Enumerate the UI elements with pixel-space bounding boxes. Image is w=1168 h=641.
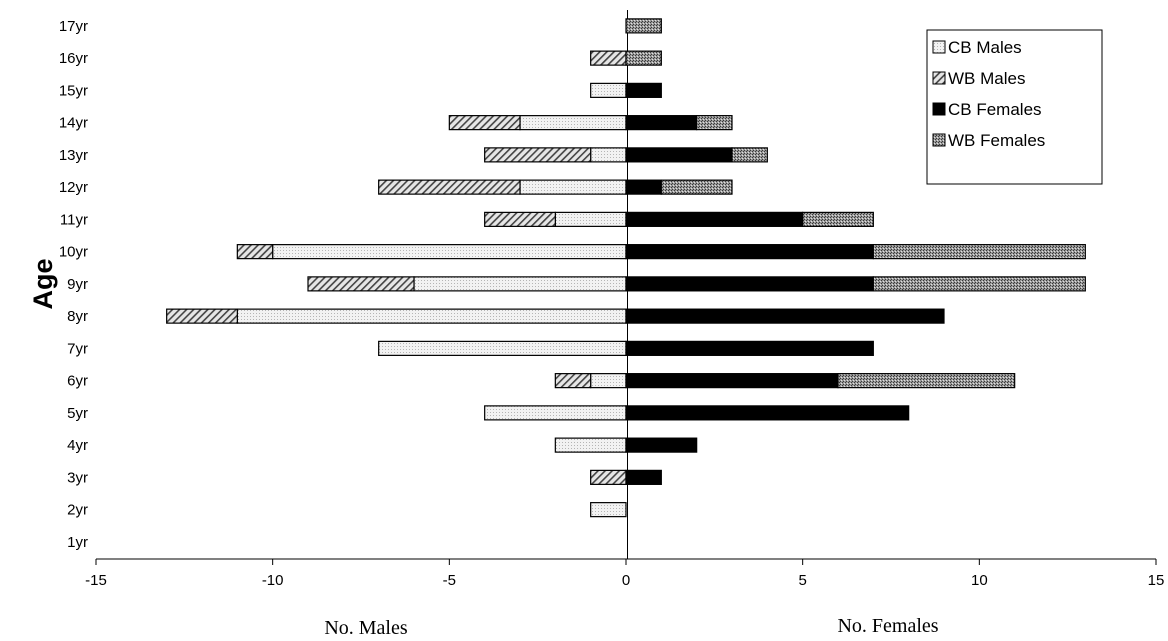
bar-cb-females-3yr bbox=[625, 469, 662, 485]
bar-cb-females-11yr bbox=[625, 211, 804, 227]
legend-label-wb-males: WB Males bbox=[948, 69, 1025, 88]
y-tick-label-16yr: 16yr bbox=[59, 50, 88, 67]
bar-cb-females-6yr bbox=[625, 373, 839, 389]
y-tick-label-4yr: 4yr bbox=[67, 437, 88, 454]
legend: CB Males WB Males CB Females WB Females bbox=[926, 29, 1103, 185]
bar-cb-females-14yr bbox=[625, 115, 698, 131]
bar-cb-females-15yr bbox=[625, 82, 662, 98]
bar-wb-males-14yr bbox=[448, 115, 521, 131]
bar-cb-females-12yr bbox=[625, 179, 662, 195]
bar-wb-females-6yr bbox=[837, 373, 1016, 389]
bar-cb-males-2yr bbox=[590, 502, 627, 518]
bar-cb-males-12yr bbox=[519, 179, 627, 195]
bar-wb-males-16yr bbox=[590, 50, 627, 66]
bar-cb-males-4yr bbox=[554, 437, 627, 453]
y-tick-label-3yr: 3yr bbox=[67, 469, 88, 486]
x-tick-label-5: 5 bbox=[798, 572, 806, 589]
bar-wb-females-10yr bbox=[872, 244, 1086, 260]
y-axis-label: Age bbox=[28, 258, 58, 309]
bar-cb-females-13yr bbox=[625, 147, 733, 163]
x-tick-label--15: -15 bbox=[85, 572, 107, 589]
bar-cb-males-11yr bbox=[554, 211, 627, 227]
bar-cb-males-10yr bbox=[272, 244, 627, 260]
bar-cb-males-13yr bbox=[590, 147, 627, 163]
bar-wb-males-6yr bbox=[554, 373, 592, 389]
bar-wb-males-11yr bbox=[484, 211, 556, 227]
bar-cb-males-6yr bbox=[590, 373, 627, 389]
x-axis-label-left: No. Males bbox=[324, 617, 408, 639]
bars-group bbox=[166, 18, 1086, 518]
bar-wb-males-3yr bbox=[590, 469, 627, 485]
y-tick-label-9yr: 9yr bbox=[67, 276, 88, 293]
y-tick-label-17yr: 17yr bbox=[59, 18, 88, 35]
bar-wb-females-11yr bbox=[802, 211, 874, 227]
bar-cb-males-5yr bbox=[484, 405, 627, 421]
bar-cb-females-10yr bbox=[625, 244, 874, 260]
y-tick-label-15yr: 15yr bbox=[59, 82, 88, 99]
legend-label-cb-females: CB Females bbox=[948, 100, 1042, 119]
x-tick-label-0: 0 bbox=[622, 572, 630, 589]
x-axis-label-right: No. Females bbox=[837, 615, 938, 637]
y-tick-label-11yr: 11yr bbox=[60, 211, 88, 228]
y-tick-label-12yr: 12yr bbox=[59, 179, 88, 196]
y-tick-label-6yr: 6yr bbox=[67, 373, 88, 390]
x-tick-labels: -15 -10 -5 0 5 10 15 bbox=[85, 559, 1164, 589]
bar-cb-females-5yr bbox=[625, 405, 910, 421]
bar-wb-females-9yr bbox=[872, 276, 1086, 292]
bar-cb-males-7yr bbox=[378, 340, 627, 356]
bar-wb-females-12yr bbox=[660, 179, 733, 195]
legend-swatch-wb-males bbox=[932, 71, 946, 85]
y-tick-label-2yr: 2yr bbox=[67, 502, 88, 519]
bar-cb-males-14yr bbox=[519, 115, 627, 131]
bar-wb-males-13yr bbox=[484, 147, 592, 163]
y-tick-labels: 1yr 2yr 3yr 4yr 5yr 6yr 7yr 8yr 9yr 10yr 11yr 12yr 1… bbox=[59, 18, 88, 551]
legend-swatch-cb-males bbox=[932, 40, 946, 54]
bar-wb-females-14yr bbox=[696, 115, 733, 131]
legend-box bbox=[926, 29, 1103, 185]
bar-wb-males-9yr bbox=[307, 276, 415, 292]
y-tick-label-10yr: 10yr bbox=[59, 244, 88, 261]
y-tick-label-13yr: 13yr bbox=[59, 147, 88, 164]
bar-wb-females-16yr bbox=[625, 50, 662, 66]
y-tick-label-7yr: 7yr bbox=[67, 340, 88, 357]
bar-cb-females-8yr bbox=[625, 308, 945, 324]
bar-cb-males-9yr bbox=[413, 276, 627, 292]
bar-wb-females-13yr bbox=[731, 147, 768, 163]
bar-cb-males-8yr bbox=[236, 308, 627, 324]
bar-cb-females-4yr bbox=[625, 437, 698, 453]
bar-wb-males-12yr bbox=[378, 179, 521, 195]
y-tick-label-1yr: 1yr bbox=[67, 534, 88, 551]
bar-cb-males-15yr bbox=[590, 82, 627, 98]
legend-label-wb-females: WB Females bbox=[948, 131, 1045, 150]
legend-swatch-cb-females bbox=[932, 102, 946, 116]
x-tick-label--5: -5 bbox=[443, 572, 456, 589]
y-tick-label-14yr: 14yr bbox=[59, 115, 88, 132]
bar-cb-females-9yr bbox=[625, 276, 874, 292]
bar-wb-females-17yr bbox=[625, 18, 662, 34]
bar-wb-males-10yr bbox=[236, 244, 274, 260]
y-tick-label-5yr: 5yr bbox=[67, 405, 88, 422]
bar-cb-females-7yr bbox=[625, 340, 874, 356]
x-tick-label-10: 10 bbox=[971, 572, 988, 589]
legend-swatch-wb-females bbox=[932, 133, 946, 147]
x-tick-label--10: -10 bbox=[262, 572, 284, 589]
legend-label-cb-males: CB Males bbox=[948, 38, 1022, 57]
bar-wb-males-8yr bbox=[166, 308, 238, 324]
y-tick-label-8yr: 8yr bbox=[67, 308, 88, 325]
x-tick-label-15: 15 bbox=[1148, 572, 1165, 589]
